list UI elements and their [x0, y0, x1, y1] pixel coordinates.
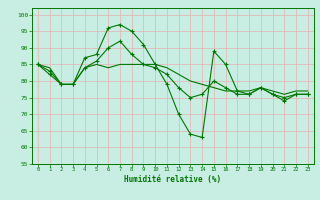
X-axis label: Humidité relative (%): Humidité relative (%): [124, 175, 221, 184]
